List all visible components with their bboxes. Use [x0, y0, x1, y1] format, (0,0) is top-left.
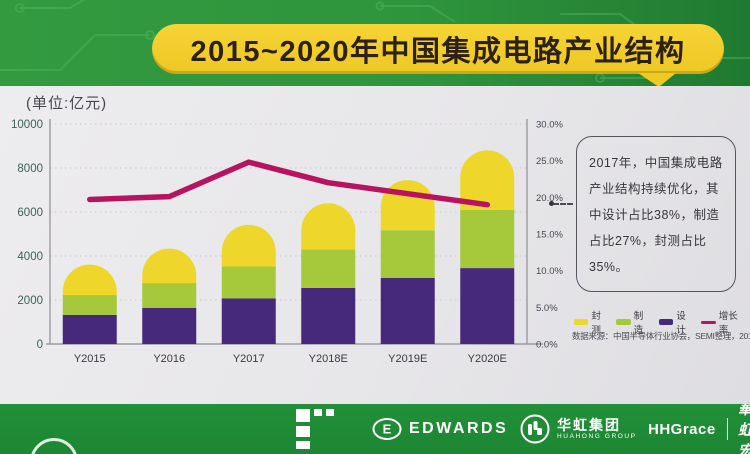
- right-axis-tick-label: 30.0%: [536, 120, 563, 131]
- bar-segment-packaging: [62, 264, 117, 296]
- huahong-group-logo: 华虹集团 HUAHONG GROUP: [520, 404, 637, 454]
- unit-label: (单位:亿元): [26, 95, 108, 112]
- x-axis-label: Y2015: [74, 353, 106, 365]
- legend-label: 增长率: [718, 311, 738, 336]
- hhgrace-logo: HHGrace 華虹宏: [648, 404, 750, 454]
- bar-segment-packaging: [221, 224, 276, 267]
- huahong-en-wordmark: HUAHONG GROUP: [557, 432, 637, 440]
- legend-color-swatch: [658, 319, 674, 325]
- page-title: 2015~2020年中国集成电路产业结构: [190, 36, 686, 68]
- title-banner: 2015~2020年中国集成电路产业结构: [152, 24, 724, 87]
- x-axis-label: Y2017: [233, 353, 265, 365]
- legend-item: 设计: [658, 308, 694, 336]
- legend-color-swatch: [616, 319, 631, 325]
- huahong-cn-wordmark: 华虹集团: [557, 416, 621, 433]
- header-band: 2015~2020年中国集成电路产业结构: [0, 0, 750, 87]
- x-axis-label: Y2020E: [468, 353, 507, 365]
- legend-label: 封测: [591, 311, 601, 336]
- blocks-logo: [296, 404, 342, 454]
- legend-item: 封测: [574, 308, 609, 336]
- x-axis-label: Y2018E: [309, 353, 348, 365]
- edwards-wordmark: EDWARDS: [409, 420, 509, 437]
- legend-color-swatch: [574, 319, 589, 325]
- partial-circle-logo: [30, 438, 78, 454]
- growth-rate-line: [87, 159, 490, 208]
- right-axis-tick-label: 5.0%: [536, 303, 558, 314]
- right-axis-tick-label: 0.0%: [536, 340, 558, 351]
- huahong-mark-icon: [520, 414, 550, 444]
- callout-dot: [549, 201, 554, 206]
- legend-item: 增长率: [701, 308, 746, 336]
- right-axis-tick-label: 10.0%: [536, 266, 563, 277]
- x-axis-label: Y2019E: [388, 353, 427, 365]
- edwards-logo: E EDWARDS: [372, 404, 508, 454]
- data-source-note: 数据来源：中国半导体行业协会，SEMI整理，2019.1: [572, 331, 750, 341]
- bar-segment-design: [62, 314, 117, 344]
- left-axis-tick-label: 10000: [11, 119, 43, 131]
- bar-segment-manufacturing: [301, 249, 356, 288]
- left-axis-tick-label: 4000: [17, 251, 43, 263]
- bar-segment-packaging: [301, 203, 356, 250]
- left-axis-tick-label: 2000: [17, 295, 43, 307]
- bar-segment-manufacturing: [62, 295, 117, 315]
- bar-segment-manufacturing: [460, 209, 515, 269]
- bar-segment-manufacturing: [221, 266, 276, 299]
- annotation-box: 2017年，中国集成电路产业结构持续优化，其中设计占比38%，制造占比27%，封…: [549, 136, 736, 292]
- legend-line-swatch: [701, 320, 716, 324]
- right-axis-tick-label: 20.0%: [536, 193, 563, 204]
- bar-segment-manufacturing: [142, 283, 197, 308]
- legend-label: 制造: [633, 311, 644, 336]
- bar-segment-packaging: [142, 248, 197, 284]
- annotation-text: 2017年，中国集成电路产业结构持续优化，其中设计占比38%，制造占比27%，封…: [589, 156, 723, 274]
- left-axis-tick-label: 8000: [17, 163, 43, 175]
- bar-segment-packaging: [380, 180, 435, 231]
- edwards-mark-icon: E: [372, 418, 402, 440]
- stacked-bar-line-chart: 0 2000 4000 6000 8000 10000 0.0% 5.0% 10.0% 15.0%…: [11, 119, 563, 365]
- logo-strip: E EDWARDS 华虹集团 HUAHONG GROUP HHGrace 華虹宏: [0, 404, 750, 454]
- legend-item: 制造: [616, 308, 651, 336]
- svg-text:E: E: [383, 422, 392, 437]
- chart-board: (单位:亿元) 0 2000 4000 6000 8000 10000 0.0% 5.0% 10…: [0, 86, 750, 404]
- bar-segment-manufacturing: [380, 230, 435, 278]
- hhgrace-script-wordmark: 華虹宏: [738, 404, 750, 454]
- blocks-logo-icon: [296, 409, 334, 449]
- chart-legend: 封测 制造 设计 增长率: [574, 308, 746, 336]
- left-axis-tick-label: 0: [37, 339, 43, 351]
- x-axis-label: Y2016: [153, 353, 185, 365]
- left-axis-tick-label: 6000: [17, 207, 43, 219]
- legend-label: 设计: [676, 311, 686, 336]
- bar-segment-design: [460, 268, 515, 344]
- bar-segment-design: [301, 287, 356, 344]
- bar-segment-design: [142, 307, 197, 344]
- bar-segment-design: [380, 278, 435, 344]
- hhgrace-wordmark: HHGrace: [648, 420, 716, 438]
- bar-segment-design: [221, 298, 276, 344]
- right-axis-tick-label: 25.0%: [536, 156, 563, 167]
- right-axis-tick-label: 15.0%: [536, 230, 563, 241]
- bar-segment-packaging: [460, 150, 515, 210]
- callout-connector: [553, 203, 573, 205]
